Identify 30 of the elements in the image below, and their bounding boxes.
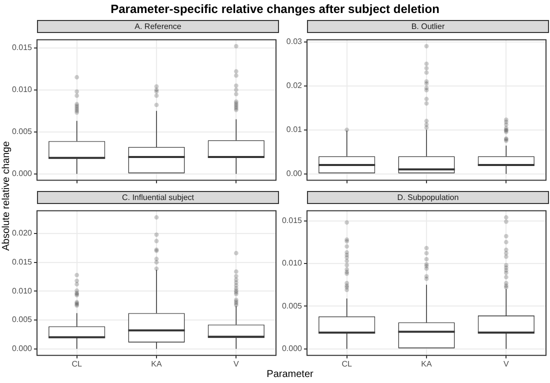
- x-tick-label: CL: [342, 359, 352, 368]
- x-tick-label: V: [503, 359, 510, 368]
- chart-subtitle: C. Influential subject: [37, 191, 279, 204]
- x-tick-label: KA: [151, 359, 162, 368]
- y-tick-label: 0.010: [12, 85, 33, 94]
- y-tick-label: 0.020: [12, 228, 33, 238]
- y-tick-label: 0.005: [282, 301, 303, 310]
- x-axis-title: Parameter: [266, 369, 314, 380]
- y-tick-label: 0.02: [286, 80, 303, 90]
- y-tick-label: 0.005: [12, 315, 33, 324]
- y-tick-label: 0.000: [282, 344, 303, 354]
- chart-subtitle: A. Reference: [37, 20, 279, 33]
- chart-subtitle: D. Subpopulation: [307, 191, 549, 204]
- y-tick-label: 0.03: [286, 36, 303, 46]
- chart-title: Parameter-specific relative changes after subject deletion: [110, 2, 440, 16]
- x-tick-label: V: [233, 359, 240, 368]
- y-tick-label: 0.015: [282, 216, 303, 225]
- y-tick-label: 0.000: [12, 344, 33, 354]
- y-tick-label: 0.010: [282, 258, 303, 268]
- y-tick-label: 0.010: [12, 286, 33, 296]
- y-axis-title: Absolute relative change: [1, 140, 12, 253]
- x-tick-label: CL: [72, 359, 82, 368]
- y-tick-label: 0.015: [12, 258, 33, 267]
- y-tick-label: 0.00: [286, 169, 303, 178]
- y-tick-label: 0.000: [12, 169, 33, 178]
- y-tick-label: 0.01: [286, 125, 303, 134]
- chart-subtitle: B. Outlier: [307, 20, 549, 33]
- x-tick-label: KA: [421, 359, 432, 368]
- y-tick-label: 0.015: [12, 43, 33, 52]
- y-tick-label: 0.005: [12, 127, 33, 136]
